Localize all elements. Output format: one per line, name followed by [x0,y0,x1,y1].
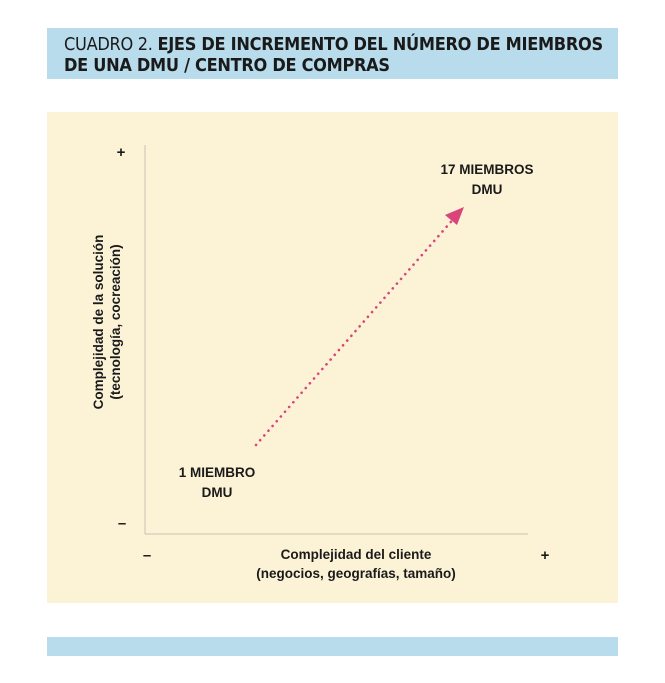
growth-arrow-line [254,214,458,447]
start-label-line-2: DMU [202,485,233,500]
header-banner: CUADRO 2. EJES DE INCREMENTO DEL NÚMERO … [47,28,618,79]
end-label-line-1: 17 MIEMBROS [440,162,533,177]
diagram-panel [47,112,618,603]
title-line-1: EJES DE INCREMENTO DEL NÚMERO DE MIEMBRO… [157,34,603,55]
y-axis-label-line-1: Complejidad de la solución [91,235,106,410]
y-axis-label-line-2: (tecnología, cocreación) [108,244,123,399]
page-title: CUADRO 2. EJES DE INCREMENTO DEL NÚMERO … [64,34,609,76]
y-axis-label: Complejidad de la solución (tecnología, … [91,235,123,410]
title-lead: CUADRO 2. [64,34,158,55]
x-axis-label-line-2: (negocios, geografías, tamaño) [256,566,456,581]
arrow-head-icon [445,207,464,225]
x-axis-label-line-1: Complejidad del cliente [281,547,432,562]
start-label-line-1: 1 MIEMBRO [179,465,256,480]
x-minus-sign: – [143,547,151,564]
footer-bar [47,637,618,656]
title-line-2: DE UNA DMU / CENTRO DE COMPRAS [64,55,390,76]
y-minus-sign: – [118,515,126,532]
diagram: + – – + Complejidad de la solución (tecn… [91,144,550,581]
y-plus-sign: + [117,144,126,161]
end-label-line-2: DMU [472,182,503,197]
x-plus-sign: + [541,547,550,564]
